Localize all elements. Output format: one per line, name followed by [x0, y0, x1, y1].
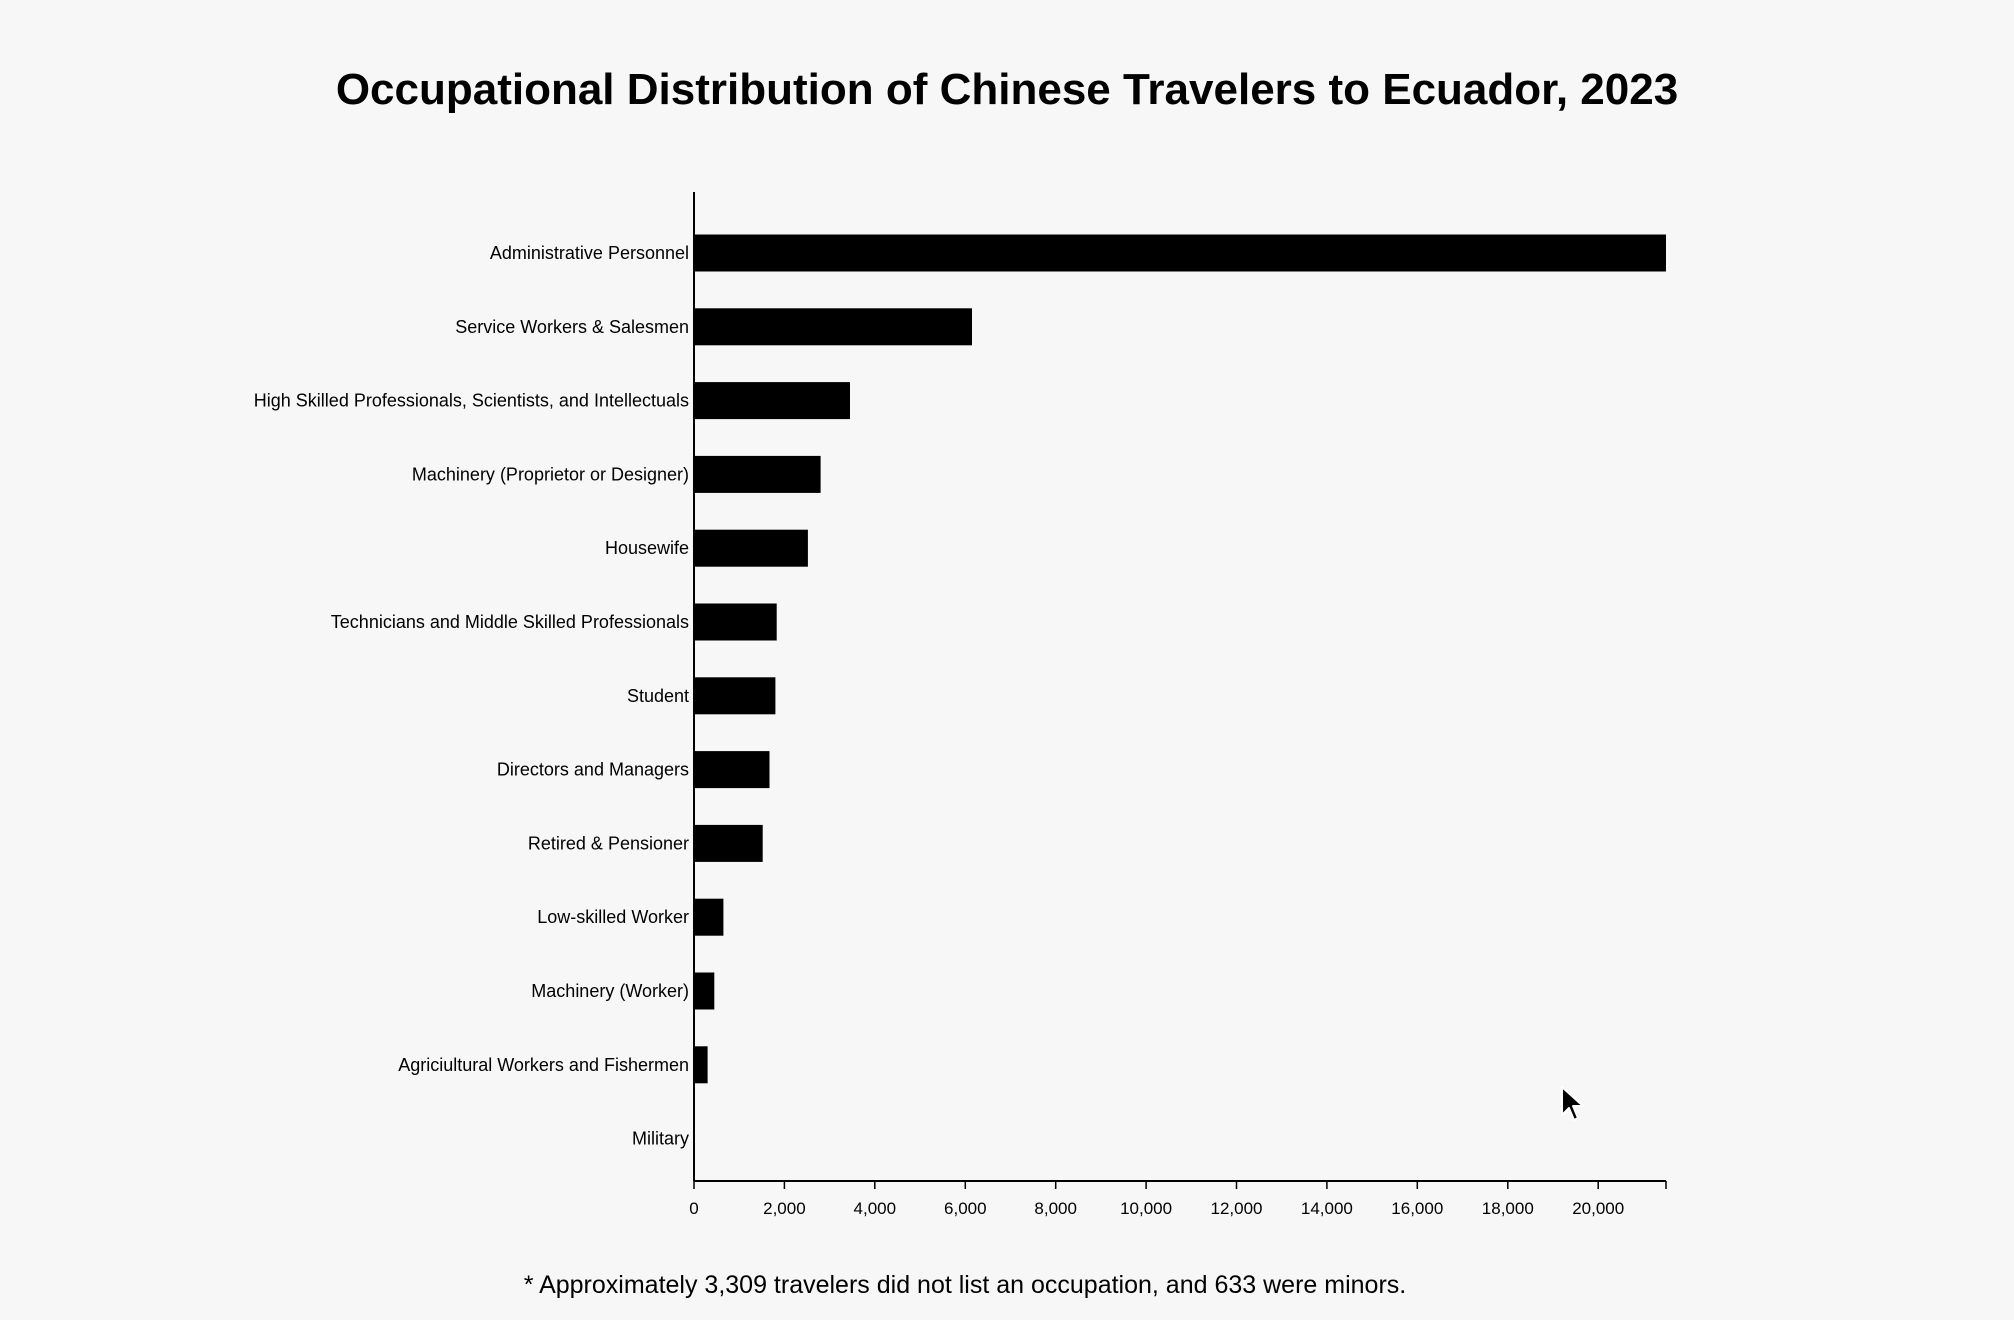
bar-11: [694, 1046, 708, 1084]
bar-5: [694, 603, 777, 641]
x-tick-label: 20,000: [1572, 1199, 1624, 1218]
bar-10: [694, 972, 715, 1010]
bar-3: [694, 455, 821, 493]
mouse-pointer-icon: [1561, 1086, 1584, 1121]
bar-0: [694, 234, 1666, 272]
bar-7: [694, 751, 770, 789]
x-tick-label: 18,000: [1482, 1199, 1534, 1218]
x-tick-label: 0: [689, 1199, 698, 1218]
x-tick-label: 6,000: [944, 1199, 987, 1218]
y-axis-labels: Administrative Personnel Service Workers …: [254, 243, 689, 1149]
x-tick-label: 10,000: [1120, 1199, 1172, 1218]
y-tick-label: Directors and Managers: [497, 760, 689, 780]
bar-8: [694, 824, 763, 862]
bar-6: [694, 677, 776, 715]
chart-title: Occupational Distribution of Chinese Tra…: [335, 65, 1679, 114]
x-tick-label: 16,000: [1391, 1199, 1443, 1218]
y-tick-label: Housewife: [605, 538, 689, 558]
y-tick-label: Agriciultural Workers and Fishermen: [398, 1055, 689, 1075]
y-tick-label: Service Workers & Salesmen: [455, 317, 689, 337]
x-tick-label: 14,000: [1301, 1199, 1353, 1218]
x-tick-label: 12,000: [1211, 1199, 1263, 1218]
x-tick-label: 4,000: [854, 1199, 897, 1218]
y-tick-label: Technicians and Middle Skilled Professio…: [331, 612, 689, 632]
y-tick-label: High Skilled Professionals, Scientists, …: [254, 391, 689, 411]
x-axis: 0 2,000 4,000 6,000 8,000 10,000 12,000 14,000 1…: [689, 1180, 1667, 1218]
y-tick-label: Retired & Pensioner: [528, 833, 689, 853]
x-tick-label: 8,000: [1034, 1199, 1077, 1218]
y-tick-label: Low-skilled Worker: [537, 907, 689, 927]
bar-4: [694, 529, 808, 567]
y-tick-label: Student: [627, 686, 689, 706]
bar-2: [694, 382, 850, 420]
bar-1: [694, 308, 972, 346]
x-tick-label: 2,000: [763, 1199, 806, 1218]
bars-layer: [694, 234, 1666, 1084]
chart-footnote: * Approximately 3,309 travelers did not …: [523, 1271, 1407, 1299]
y-tick-label: Administrative Personnel: [490, 243, 689, 263]
y-tick-label: Machinery (Worker): [531, 981, 689, 1001]
bar-9: [694, 898, 724, 936]
y-tick-label: Military: [632, 1129, 689, 1149]
y-tick-label: Machinery (Proprietor or Designer): [412, 464, 689, 484]
